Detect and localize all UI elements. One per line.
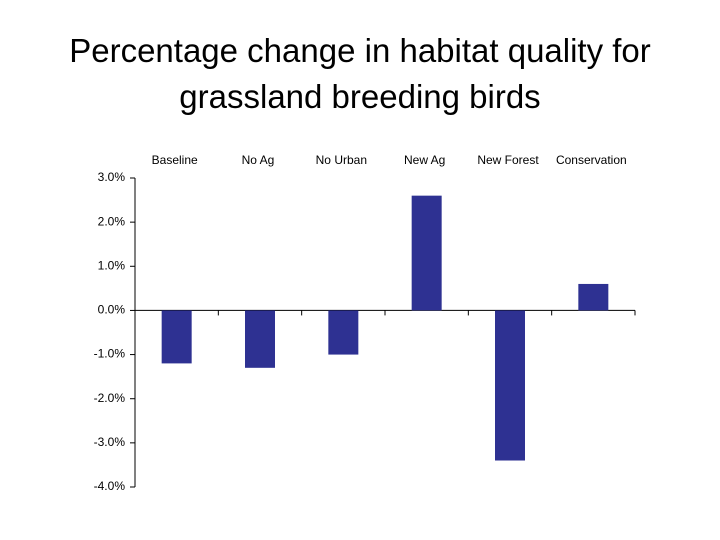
bar	[578, 283, 609, 311]
y-tick-label: -1.0%	[94, 347, 126, 361]
chart-title: Percentage change in habitat quality for…	[69, 32, 651, 115]
category-label: New Forest	[477, 153, 539, 167]
y-tick-label: -3.0%	[94, 435, 126, 449]
bar	[328, 310, 359, 355]
bar	[161, 310, 192, 364]
category-label: New Ag	[404, 153, 445, 167]
bar	[495, 310, 525, 461]
y-tick-label: 2.0%	[98, 214, 126, 228]
category-label: Conservation	[556, 153, 627, 167]
category-label: No Urban	[316, 153, 367, 167]
category-label: Baseline	[152, 153, 198, 167]
y-tick-label: 3.0%	[98, 170, 126, 184]
y-tick-label: 0.0%	[98, 303, 126, 317]
y-tick-label: -4.0%	[94, 479, 126, 493]
category-label: No Ag	[242, 153, 275, 167]
y-tick-label: -2.0%	[94, 391, 126, 405]
bar	[411, 195, 442, 311]
bar	[245, 310, 275, 368]
y-tick-label: 1.0%	[98, 258, 126, 272]
